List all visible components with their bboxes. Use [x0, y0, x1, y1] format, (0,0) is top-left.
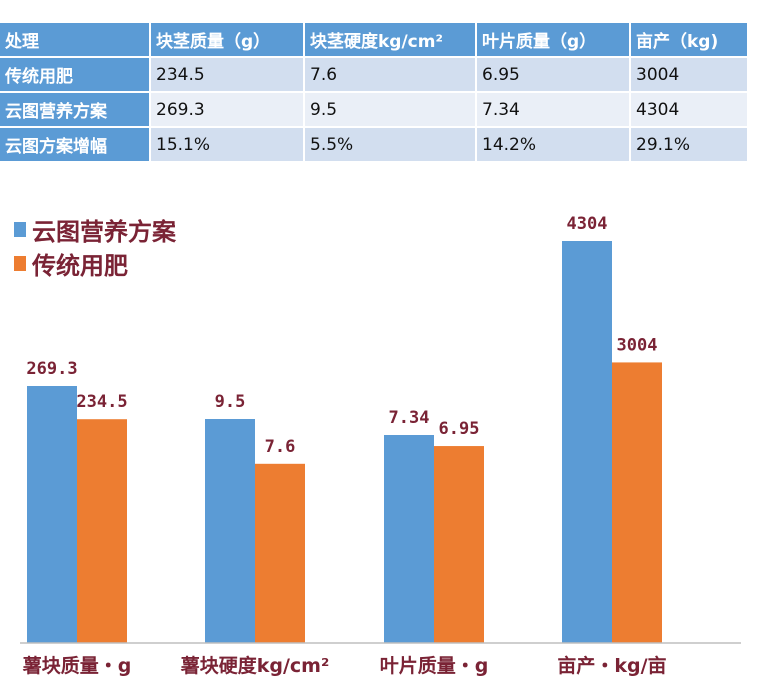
- table-cell: 9.5: [304, 92, 477, 128]
- bar: [205, 419, 255, 643]
- data-label: 9.5: [215, 392, 246, 412]
- legend-item: 云图营养方案: [14, 212, 176, 246]
- legend-item: 传统用肥: [14, 246, 176, 280]
- bar: [27, 386, 77, 643]
- category-label-group: 薯块质量・g 薯块硬度kg/cm² 叶片质量・g 亩产・kg/亩: [22, 654, 667, 677]
- table-cell: 3004: [630, 57, 749, 93]
- table-cell: 5.5%: [304, 127, 477, 163]
- legend-swatch-blue: [14, 221, 26, 237]
- table-header-cell: 亩产（kg): [630, 23, 749, 58]
- table-cell: 7.6: [304, 57, 477, 93]
- table-cell: 4304: [630, 92, 749, 128]
- legend-label: 云图营养方案: [32, 217, 176, 246]
- legend-swatch-orange: [14, 255, 26, 271]
- bar: [255, 463, 305, 643]
- table-row-header: 传统用肥: [0, 57, 151, 93]
- table-cell: 269.3: [150, 92, 305, 128]
- table-row-header: 云图方案增幅: [0, 127, 151, 163]
- data-table: 处理 块茎质量（g） 块茎硬度kg/cm² 叶片质量（g） 亩产（kg) 传统用…: [0, 23, 749, 163]
- table-row-header: 云图营养方案: [0, 92, 151, 128]
- category-label: 亩产・kg/亩: [557, 654, 666, 677]
- data-label: 269.3: [26, 359, 77, 379]
- data-label: 7.6: [265, 437, 296, 457]
- table-cell: 14.2%: [476, 127, 631, 163]
- table-row: 云图方案增幅 15.1% 5.5% 14.2% 29.1%: [0, 127, 749, 163]
- table-header-row: 处理 块茎质量（g） 块茎硬度kg/cm² 叶片质量（g） 亩产（kg): [0, 23, 749, 58]
- table-row: 传统用肥 234.5 7.6 6.95 3004: [0, 57, 749, 93]
- legend-label: 传统用肥: [32, 251, 128, 280]
- table-cell: 234.5: [150, 57, 305, 93]
- bar-group: 269.3 234.5 9.5 7.6 7.34 6.95 4304 3004: [26, 214, 662, 643]
- bar: [77, 419, 127, 643]
- data-label: 234.5: [76, 392, 127, 412]
- bar: [612, 362, 662, 643]
- data-label: 6.95: [439, 419, 480, 439]
- category-label: 薯块质量・g: [22, 655, 132, 677]
- table-header-cell: 块茎硬度kg/cm²: [304, 23, 477, 58]
- legend: 云图营养方案 传统用肥: [14, 212, 176, 280]
- table-header-cell: 块茎质量（g）: [150, 23, 305, 58]
- data-label: 3004: [617, 335, 658, 355]
- table-cell: 7.34: [476, 92, 631, 128]
- category-label: 叶片质量・g: [380, 654, 489, 677]
- table-cell: 6.95: [476, 57, 631, 93]
- table-cell: 29.1%: [630, 127, 749, 163]
- data-label: 4304: [567, 214, 608, 234]
- data-label: 7.34: [389, 408, 430, 428]
- bar: [562, 241, 612, 643]
- table-header-cell: 处理: [0, 23, 151, 58]
- data-table-wrap: 处理 块茎质量（g） 块茎硬度kg/cm² 叶片质量（g） 亩产（kg) 传统用…: [0, 23, 749, 163]
- table-cell: 15.1%: [150, 127, 305, 163]
- category-label: 薯块硬度kg/cm²: [180, 654, 330, 677]
- table-row: 云图营养方案 269.3 9.5 7.34 4304: [0, 92, 749, 128]
- bar: [434, 446, 484, 643]
- table-header-cell: 叶片质量（g）: [476, 23, 631, 58]
- bar: [384, 435, 434, 643]
